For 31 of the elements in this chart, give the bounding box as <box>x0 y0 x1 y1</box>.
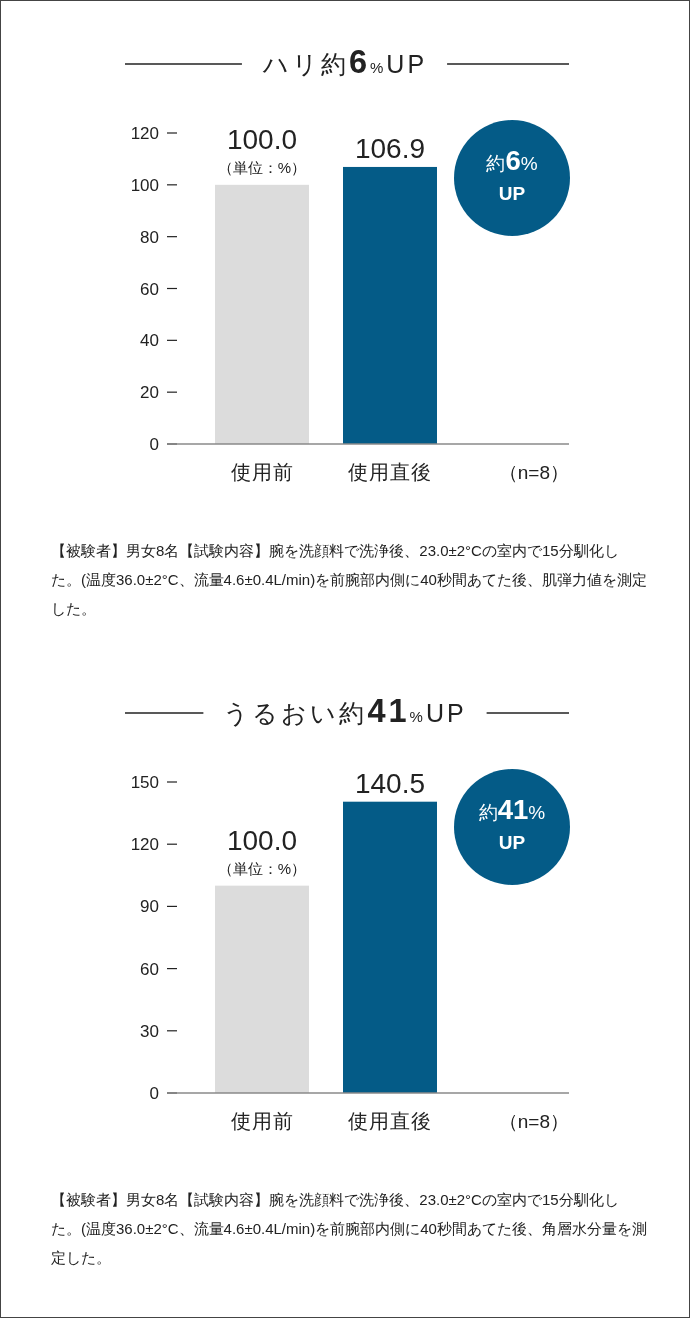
data-label: 100.0 <box>226 824 298 856</box>
y-tick-label: 100 <box>130 175 159 195</box>
y-tick-label: 60 <box>140 279 159 299</box>
y-tick-label: 80 <box>140 227 159 247</box>
data-label: 100.0 <box>226 123 298 155</box>
x-tick-label: 使用前 <box>230 461 294 483</box>
y-tick-label: 120 <box>130 835 159 855</box>
y-tick-label: 40 <box>140 331 159 351</box>
y-tick-label: 30 <box>140 1021 159 1041</box>
y-tick-label: 0 <box>149 1084 159 1103</box>
text: 約41% UP <box>478 794 546 853</box>
text: 【被験者】男女8名【試験内容】腕を洗顔料で洗浄後、23.0±2°Cの室内で15分馴化した。(温度36.0±2°C、流量4.6±0.4L/min)を前腕部内側に40秒間あてた後、角層水分量を測定した。 <box>51 1190 647 1268</box>
data-label: 106.9 <box>354 132 426 164</box>
text: 【被験者】男女8名【試験内容】腕を洗顔料で洗浄後、23.0±2°Cの室内で15分馴化した。(温度36.0±2°C、流量4.6±0.4L/min)を前腕部内側に40秒間あてた後、肌弾力値を測定した。 <box>51 541 647 619</box>
annotation: （単位：%） <box>217 158 307 176</box>
y-tick-label: 120 <box>130 124 159 143</box>
chart-title: ハリ約6%UP <box>261 44 428 80</box>
y-tick-label: 150 <box>130 773 159 792</box>
x-tick-label: 使用直後 <box>348 461 432 483</box>
text: 約6% UP <box>486 145 538 204</box>
data-label: 140.5 <box>354 767 426 799</box>
y-tick-label: 60 <box>140 959 159 979</box>
text: （n=8） <box>498 462 569 483</box>
x-tick-label: 使用直後 <box>348 1110 432 1132</box>
annotation: （単位：%） <box>217 859 307 877</box>
y-tick-label: 20 <box>140 383 159 403</box>
x-tick-label: 使用前 <box>230 1110 294 1132</box>
y-tick-label: 0 <box>149 435 159 454</box>
y-tick-label: 90 <box>140 897 159 917</box>
chart-title: うるおい約41%UP <box>223 693 467 729</box>
text: （n=8） <box>498 1111 569 1132</box>
